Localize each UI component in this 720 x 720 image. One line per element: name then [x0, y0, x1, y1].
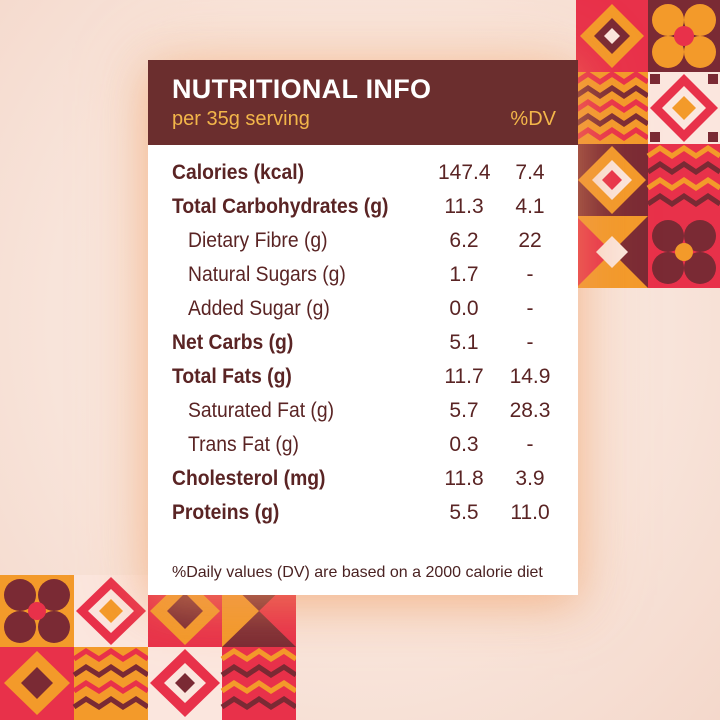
nutrient-label: Dietary Fibre (g) — [188, 229, 328, 252]
nutrient-value: 1.7 — [449, 263, 479, 286]
nutrient-value: 147.4 — [438, 161, 491, 184]
nutrient-dv: - — [526, 297, 534, 320]
nutrient-row-calories: Calories (kcal) 147.4 7.4 — [148, 157, 578, 191]
nutrient-label: Natural Sugars (g) — [188, 263, 346, 286]
dv-column-header: %DV — [510, 108, 556, 130]
nutrient-dv: - — [526, 433, 534, 456]
nutrient-dv: 3.9 — [515, 467, 545, 490]
nutrient-value: 11.3 — [444, 195, 484, 218]
nutrient-row-proteins: Proteins (g) 5.5 11.0 — [148, 497, 578, 531]
nutrient-value: 11.8 — [444, 467, 484, 490]
nutrient-value: 0.3 — [449, 433, 479, 456]
nutrient-row-natural-sugars: Natural Sugars (g) 1.7 - — [148, 259, 578, 293]
nutrient-dv: 28.3 — [509, 399, 551, 422]
decorative-pattern-top-right — [576, 0, 720, 288]
nutrition-info-card: NUTRITIONAL INFO per 35g serving %DV Cal… — [148, 60, 578, 595]
nutrient-row-saturated-fat: Saturated Fat (g) 5.7 28.3 — [148, 395, 578, 429]
nutrient-dv: 14.9 — [509, 365, 551, 388]
nutrient-dv: 4.1 — [515, 195, 545, 218]
card-title: NUTRITIONAL INFO — [172, 74, 432, 104]
nutrient-row-trans-fat: Trans Fat (g) 0.3 - — [148, 429, 578, 463]
nutrient-table: Calories (kcal) 147.4 7.4 Total Carbohyd… — [148, 157, 578, 531]
nutrient-value: 11.7 — [444, 365, 484, 388]
card-header: NUTRITIONAL INFO per 35g serving %DV — [148, 60, 578, 145]
nutrient-row-dietary-fibre: Dietary Fibre (g) 6.2 22 — [148, 225, 578, 259]
nutrient-label: Total Fats (g) — [172, 365, 292, 388]
nutrient-value: 5.5 — [449, 501, 479, 524]
nutrient-row-total-fats: Total Fats (g) 11.7 14.9 — [148, 361, 578, 395]
nutrient-dv: 11.0 — [510, 501, 550, 524]
nutrient-value: 5.7 — [449, 399, 479, 422]
nutrient-row-added-sugar: Added Sugar (g) 0.0 - — [148, 293, 578, 327]
nutrient-value: 0.0 — [449, 297, 479, 320]
nutrient-row-total-carbohydrates: Total Carbohydrates (g) 11.3 4.1 — [148, 191, 578, 225]
nutrient-row-cholesterol: Cholesterol (mg) 11.8 3.9 — [148, 463, 578, 497]
nutrient-row-net-carbs: Net Carbs (g) 5.1 - — [148, 327, 578, 361]
serving-size-label: per 35g serving — [172, 108, 310, 130]
nutrient-dv: - — [526, 331, 534, 354]
nutrient-label: Net Carbs (g) — [172, 331, 294, 354]
nutrient-value: 5.1 — [449, 331, 479, 354]
dv-footnote: %Daily values (DV) are based on a 2000 c… — [172, 564, 543, 581]
decorative-pattern-bottom-left — [0, 575, 296, 720]
nutrient-label: Cholesterol (mg) — [172, 467, 326, 490]
nutrient-label: Saturated Fat (g) — [188, 399, 335, 422]
nutrient-label: Total Carbohydrates (g) — [172, 195, 389, 218]
nutrient-label: Proteins (g) — [172, 501, 280, 524]
nutrient-dv: - — [526, 263, 534, 286]
nutrient-dv: 22 — [518, 229, 542, 252]
nutrient-label: Trans Fat (g) — [188, 433, 299, 456]
nutrient-label: Added Sugar (g) — [188, 297, 330, 320]
nutrient-value: 6.2 — [449, 229, 479, 252]
nutrient-dv: 7.4 — [515, 161, 545, 184]
nutrient-label: Calories (kcal) — [172, 161, 305, 184]
